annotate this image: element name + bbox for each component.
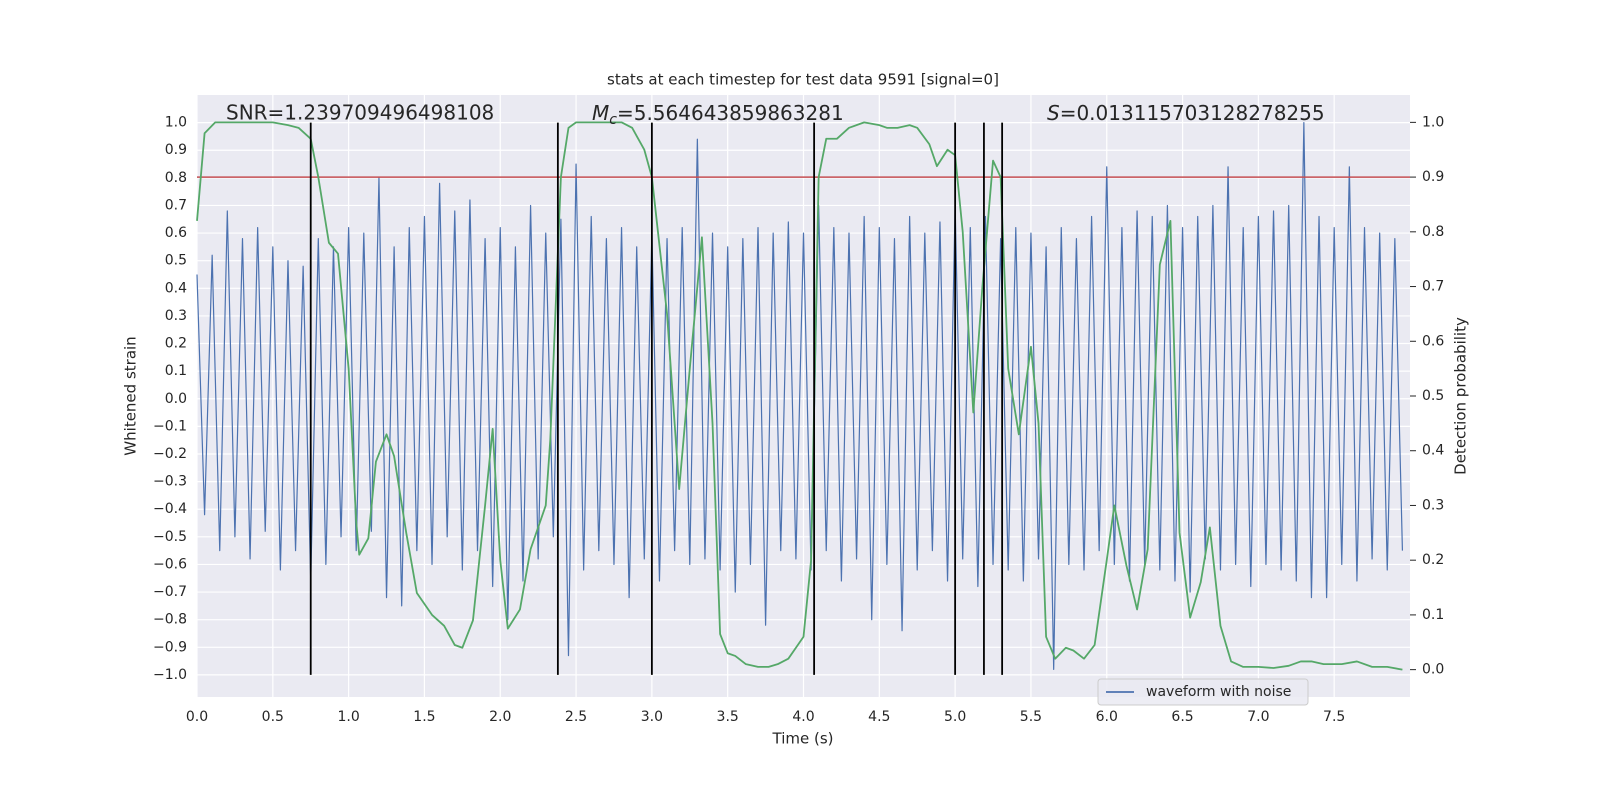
x-tick-label: 7.5 (1323, 709, 1345, 725)
y-tick-label: 0.1 (165, 363, 187, 379)
y-tick-label: 0.3 (165, 308, 187, 324)
y2-tick-label: 0.9 (1422, 169, 1444, 185)
annotation-text: =5.564643859863281 (617, 101, 844, 125)
y-axis-label: Whitened strain (122, 336, 140, 455)
y-tick-label: −0.6 (153, 556, 187, 572)
x-tick-label: 1.0 (337, 709, 359, 725)
y-tick-label: −0.5 (153, 529, 187, 545)
legend-box (1097, 678, 1309, 706)
x-tick-label: 5.5 (1020, 709, 1042, 725)
y-tick-label: −0.1 (153, 418, 187, 434)
y-tick-label: 0.2 (165, 336, 187, 352)
annotation-text: =0.013115703128278255 (1060, 101, 1325, 125)
y-tick-label: 0.7 (165, 197, 187, 213)
y2-tick-label: 0.7 (1422, 279, 1444, 295)
y-tick-label: 1.0 (165, 115, 187, 131)
y-tick-label: −0.3 (153, 474, 187, 490)
x-tick-label: 0.0 (186, 709, 208, 725)
annotation-symbol: S (1047, 101, 1060, 125)
annotation: SNR=1.239709496498108 (226, 101, 494, 125)
chart-title: stats at each timestep for test data 959… (607, 71, 999, 89)
y2-tick-label: 0.8 (1422, 224, 1444, 240)
y-tick-label: −0.9 (153, 639, 187, 655)
annotation-subscript: c (609, 112, 617, 128)
y-tick-label: −0.2 (153, 446, 187, 462)
x-tick-label: 0.5 (262, 709, 284, 725)
y2-tick-label: 0.4 (1422, 443, 1444, 459)
y-tick-label: 0.8 (165, 170, 187, 186)
annotation: S=0.013115703128278255 (1047, 101, 1325, 125)
x-axis-label: Time (s) (772, 730, 834, 748)
y-tick-label: 0.9 (165, 142, 187, 158)
y-tick-label: −1.0 (153, 667, 187, 683)
x-tick-label: 5.0 (944, 709, 966, 725)
x-tick-label: 4.5 (868, 709, 890, 725)
y-tick-label: 0.5 (165, 253, 187, 269)
x-tick-label: 6.0 (1096, 709, 1118, 725)
y2-tick-label: 1.0 (1422, 114, 1444, 130)
y2-tick-label: 0.1 (1422, 607, 1444, 623)
x-tick-label: 3.0 (641, 709, 663, 725)
y-tick-label: 0.0 (165, 391, 187, 407)
y-tick-label: 0.6 (165, 225, 187, 241)
line-series (196, 121, 1403, 671)
y-tick-label: −0.4 (153, 501, 187, 517)
annotation-symbol: M (592, 101, 609, 125)
x-tick-label: 4.0 (792, 709, 814, 725)
x-tick-label: 2.5 (565, 709, 587, 725)
x-tick-label: 1.5 (413, 709, 435, 725)
y2-axis-label: Detection probability (1452, 317, 1470, 475)
line-series (196, 122, 1404, 670)
y2-tick-label: 0.6 (1422, 333, 1444, 349)
legend: waveform with noise (1097, 678, 1309, 706)
x-tick-label: 7.0 (1247, 709, 1269, 725)
marks (196, 121, 1410, 675)
x-tick-label: 3.5 (717, 709, 739, 725)
x-tick-label: 2.0 (489, 709, 511, 725)
annotation: Mc=5.564643859863281 (592, 101, 844, 129)
x-tick-label: 6.5 (1171, 709, 1193, 725)
y-tick-label: −0.8 (153, 612, 187, 628)
y-tick-label: −0.7 (153, 584, 187, 600)
legend-label: waveform with noise (1146, 684, 1291, 700)
y-tick-label: 0.4 (165, 280, 187, 296)
y2-tick-label: 0.3 (1422, 497, 1444, 513)
y2-tick-label: 0.0 (1422, 662, 1444, 678)
y2-tick-label: 0.5 (1422, 388, 1444, 404)
y2-tick-label: 0.2 (1422, 552, 1444, 568)
